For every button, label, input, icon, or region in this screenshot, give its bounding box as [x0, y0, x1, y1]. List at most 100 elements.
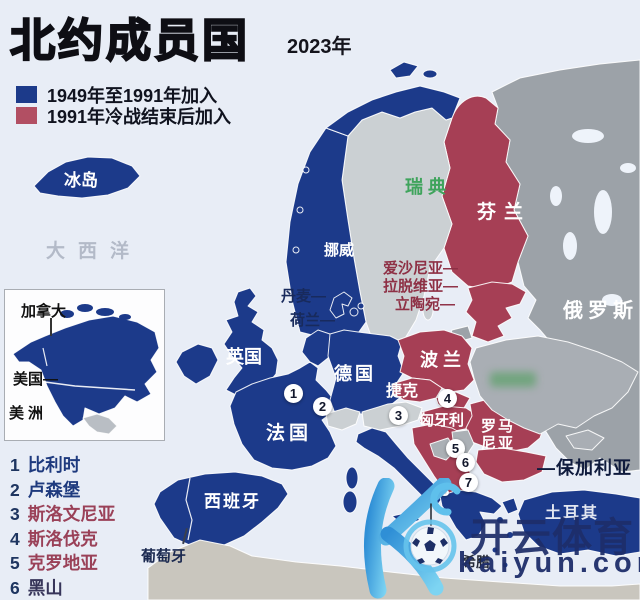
region-crimea [565, 429, 605, 451]
list-item-num: 6 [10, 577, 20, 598]
label-romania-line1: 罗马 [481, 418, 516, 435]
country-denmark [329, 291, 353, 319]
label-iceland: 冰岛 [64, 171, 98, 190]
north-america-inset: 加拿大 美国— 美洲 [4, 289, 165, 441]
country-greece [439, 489, 503, 541]
list-item-name: 卢森堡 [27, 479, 81, 500]
region-ukraine-belarus [469, 335, 639, 435]
label-latvia: 拉脱维亚— [383, 278, 459, 295]
label-france: 法国 [266, 423, 313, 444]
list-item-num: 2 [10, 479, 20, 500]
country-norway-north [325, 85, 461, 137]
lakes [550, 129, 636, 306]
label-russia: 俄罗斯 [563, 300, 638, 322]
landmass-north-america [12, 315, 160, 427]
country-poland [397, 329, 475, 393]
country-switzerland [325, 407, 361, 431]
list-item-num: 5 [10, 553, 20, 573]
logo-swirl [430, 482, 461, 516]
region-north-africa [147, 539, 640, 600]
legend-label-early: 1949年至1991年加入 [47, 85, 218, 106]
legend-item-early: 1949年至1991年加入 [16, 84, 231, 106]
north-america-map [12, 304, 160, 435]
border-alaska [42, 347, 48, 367]
canada-leader-line [50, 318, 52, 336]
list-item-num: 3 [10, 504, 20, 524]
country-turkey [517, 489, 640, 557]
watermark-domain: kaiyun.com [458, 547, 640, 579]
border-portugal [185, 477, 193, 541]
label-romania: 罗马 尼亚 [481, 418, 515, 452]
label-norway: 挪威 [324, 242, 355, 259]
country-bulgaria [475, 447, 547, 483]
label-americas: 美洲 [9, 405, 48, 422]
title-year: 2023年 [287, 36, 352, 58]
legend-swatch-red [16, 107, 37, 124]
list-item: 5 克罗地亚 [10, 550, 115, 575]
list-item-num: 4 [10, 528, 20, 549]
list-item-name: 黑山 [27, 577, 63, 598]
map-marker-4: 4 [438, 389, 457, 408]
label-atlantic-ocean: 大西洋 [46, 241, 143, 262]
list-item-name: 斯洛文尼亚 [27, 504, 116, 524]
map-marker-7: 7 [459, 473, 478, 492]
label-poland: 波兰 [420, 350, 466, 370]
label-bulgaria: —保加利亚 [537, 458, 632, 478]
greek-islands [478, 517, 513, 568]
legend-item-late: 1991年冷战结束后加入 [16, 105, 232, 127]
label-hungary: 匈牙利 [419, 412, 465, 429]
map-marker-2: 2 [313, 397, 332, 416]
region-baltics [465, 281, 527, 343]
list-item: 1 比利时 [10, 452, 115, 477]
list-item: 6 黑山 [10, 575, 115, 600]
country-mexico [82, 413, 118, 435]
turkey-thrace [501, 497, 519, 515]
legend: 1949年至1991年加入 1991年冷战结束后加入 [16, 84, 232, 127]
label-netherlands: 荷兰— [290, 312, 336, 329]
legend-swatch-blue [16, 86, 37, 103]
label-greece: 希腊 [462, 554, 490, 570]
danish-isle2 [357, 302, 365, 310]
map-marker-6: 6 [456, 453, 475, 472]
legend-label-late: 1991年冷战结束后加入 [47, 106, 232, 127]
arctic-islands [60, 304, 131, 320]
label-sweden: 瑞典 [405, 177, 451, 197]
island-corsica [345, 466, 359, 490]
label-estonia: 爱沙尼亚— [383, 260, 459, 277]
label-usa: 美国— [13, 371, 59, 388]
country-france [229, 361, 337, 471]
list-item-name: 斯洛伐克 [27, 528, 98, 549]
label-germany: 德国 [334, 364, 376, 384]
danish-isle [349, 307, 359, 317]
football-icon [403, 519, 457, 573]
list-item-name: 克罗地亚 [27, 553, 98, 573]
island-gotland [422, 299, 434, 321]
map-marker-1: 1 [284, 384, 303, 403]
list-item-name: 比利时 [27, 455, 81, 475]
label-spain: 西班牙 [204, 492, 261, 511]
label-uk: 英国 [226, 347, 262, 367]
logo-k-stem [363, 478, 395, 599]
list-item-num: 1 [10, 455, 20, 475]
island-sardinia [342, 490, 358, 514]
watermark-brand: 开云体育 [470, 516, 634, 560]
label-canada: 加拿大 [21, 303, 67, 320]
list-item: 3 斯洛文尼亚 [10, 501, 115, 526]
label-portugal: 葡萄牙 [141, 548, 187, 565]
label-romania-line2: 尼亚 [481, 435, 516, 452]
label-turkey: 土耳其 [545, 505, 600, 522]
label-czech: 捷克 [386, 383, 419, 400]
region-benelux [301, 329, 335, 367]
label-denmark: 丹麦— [281, 288, 327, 305]
map-marker-3: 3 [389, 406, 408, 425]
border-canada-usa [44, 381, 136, 391]
list-item: 4 斯洛伐克 [10, 526, 115, 551]
list-item: 2 卢森堡 [10, 477, 115, 502]
country-ireland [175, 343, 219, 385]
country-iceland [33, 156, 141, 199]
label-lithuania: 立陶宛— [395, 296, 456, 313]
norway-islets [292, 61, 438, 254]
label-finland: 芬兰 [477, 202, 532, 223]
